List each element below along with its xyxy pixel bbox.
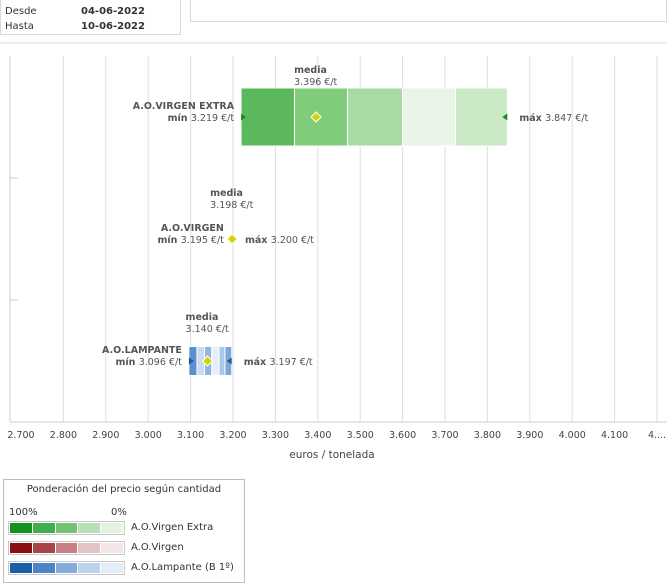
x-tick-label: 2.800 — [50, 430, 77, 441]
series-name: A.O.VIRGEN EXTRA — [133, 101, 235, 112]
legend-swatch-group — [8, 521, 125, 535]
min-marker — [241, 113, 247, 121]
mean-value-label: 3.140 €/t — [186, 324, 229, 335]
date-to-label: Hasta — [5, 21, 34, 32]
legend-swatch — [101, 563, 123, 573]
legend-swatch-group — [8, 561, 125, 575]
x-tick-label: 2.900 — [92, 430, 119, 441]
x-tick-label: 3.300 — [262, 430, 289, 441]
legend-swatch — [32, 563, 55, 573]
x-tick-label: 4.000 — [559, 430, 586, 441]
max-marker — [502, 113, 508, 121]
min-label: mín 3.219 €/t — [168, 113, 235, 124]
legend-scale-left: 100% — [9, 507, 38, 518]
legend-swatch-group — [8, 541, 125, 555]
legend-swatch — [10, 543, 32, 553]
range-segment — [402, 87, 457, 147]
x-tick-label: 3.100 — [177, 430, 204, 441]
range-segment — [218, 346, 226, 376]
legend-swatch — [10, 563, 32, 573]
date-from-value[interactable]: 04-06-2022 — [81, 6, 145, 17]
legend-title: Ponderación del precio según cantidad — [26, 484, 222, 495]
legend-swatch — [32, 543, 55, 553]
legend-item-label: A.O.Virgen Extra — [131, 522, 214, 533]
price-range-chart: 2.700 2.800 2.900 3.000 3.100 3.200 3.300 3.400… — [7, 56, 667, 461]
legend-item-label: A.O.Virgen — [131, 542, 184, 553]
chart-top-border — [0, 42, 667, 44]
x-tick-label: 3.900 — [516, 430, 543, 441]
legend-swatch — [78, 543, 101, 553]
max-marker — [226, 357, 232, 365]
mean-value-label: 3.396 €/t — [294, 77, 337, 88]
mean-marker — [226, 233, 238, 245]
legend-swatch — [101, 523, 123, 533]
x-tick-label: 3.800 — [474, 430, 501, 441]
min-marker — [188, 357, 194, 365]
date-from-label: Desde — [5, 6, 37, 17]
legend-swatch — [55, 563, 78, 573]
date-from-row: Desde 04-06-2022 — [5, 6, 145, 17]
min-label: mín 3.096 €/t — [115, 357, 182, 368]
x-tick-label: 3.500 — [347, 430, 374, 441]
series-name: A.O.LAMPANTE — [102, 345, 182, 356]
range-segment — [346, 87, 404, 147]
max-label: máx 3.197 €/t — [244, 357, 313, 368]
mean-marker — [310, 111, 322, 123]
series-name: A.O.VIRGEN — [161, 223, 224, 234]
x-tick-label: 3.200 — [219, 430, 246, 441]
x-axis-title: euros / tonelada — [289, 449, 374, 461]
x-tick-label: 3.000 — [135, 430, 162, 441]
mean-label: media — [210, 188, 243, 199]
legend-swatch — [78, 563, 101, 573]
x-tick-label: 2.700 — [7, 430, 34, 441]
x-tick-label: 3.400 — [304, 430, 331, 441]
max-label: máx 3.200 €/t — [245, 235, 314, 246]
legend-swatch — [78, 523, 101, 533]
legend-scale-right: 0% — [111, 507, 127, 518]
mean-value-label: 3.198 €/t — [210, 200, 253, 211]
legend-swatch — [55, 543, 78, 553]
x-tick-label: 4.... — [648, 430, 666, 441]
x-tick-label: 3.600 — [389, 430, 416, 441]
date-to-value[interactable]: 10-06-2022 — [81, 21, 145, 32]
mean-label: media — [294, 65, 327, 76]
legend-item-label: A.O.Lampante (B 1º) — [131, 562, 234, 573]
x-tick-label: 4.100 — [601, 430, 628, 441]
legend-box: Ponderación del precio según cantidad 10… — [3, 479, 245, 583]
legend-swatch — [10, 523, 32, 533]
legend-swatch — [32, 523, 55, 533]
date-to-row: Hasta 10-06-2022 — [5, 21, 145, 32]
range-segment — [240, 87, 295, 147]
legend-swatch — [101, 543, 123, 553]
mean-label: media — [186, 312, 219, 323]
x-tick-label: 3.700 — [431, 430, 458, 441]
range-segment — [455, 87, 508, 147]
mean-marker — [201, 355, 214, 367]
legend-swatch — [55, 523, 78, 533]
date-filter-panel: Desde 04-06-2022 Hasta 10-06-2022 — [0, 0, 181, 35]
min-label: mín 3.195 €/t — [157, 235, 224, 246]
max-label: máx 3.847 €/t — [519, 113, 588, 124]
